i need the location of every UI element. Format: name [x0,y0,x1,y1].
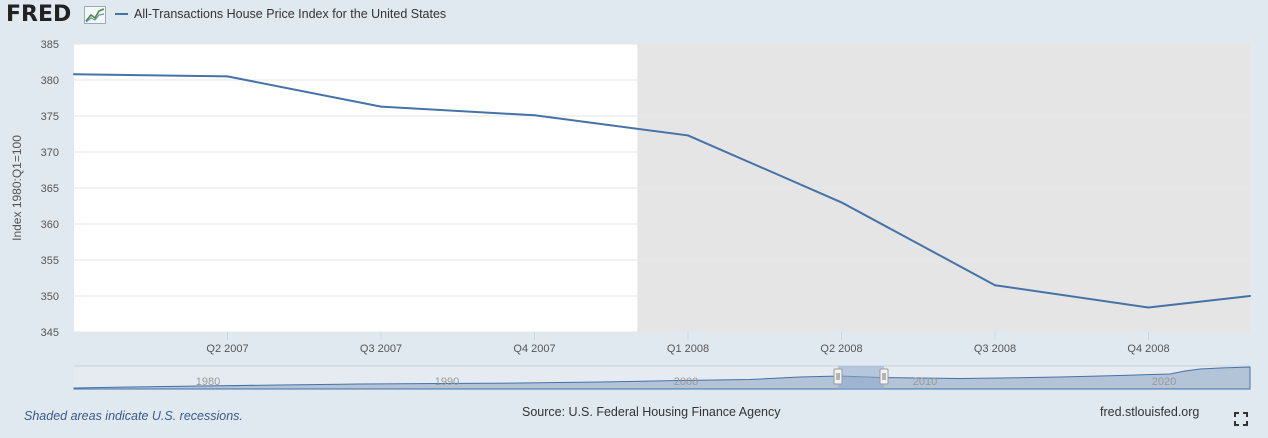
y-tick-label: 360 [41,219,59,231]
navigator-year-label: 2020 [1152,376,1176,388]
legend-swatch [115,13,128,15]
navigator-year-label: 2010 [913,376,937,388]
recession-note: Shaded areas indicate U.S. recessions. [24,409,243,423]
y-axis-label: Index 1980:Q1=100 [10,135,24,241]
navigator[interactable]: 1980 1990 2000 2010 2020 [73,365,1251,390]
series-points [73,73,1251,309]
x-tick-label: Q4 2008 [1127,343,1169,355]
y-tick-label: 355 [41,255,59,267]
data-point [687,134,689,137]
legend-label: All-Transactions House Price Index for t… [134,7,447,21]
y-tick-label: 375 [41,111,59,123]
x-tick-label: Q3 2007 [360,343,402,355]
x-tick-label: Q4 2007 [513,343,555,355]
fred-logo[interactable]: FRED [6,2,72,27]
data-point [226,75,229,78]
y-tick-label: 370 [41,147,59,159]
data-point [380,105,382,108]
y-tick-label: 385 [41,39,59,51]
site-link[interactable]: fred.stlouisfed.org [1100,405,1200,419]
x-tick-label: Q2 2007 [206,343,248,355]
y-tick-label: 380 [41,75,59,87]
data-point [994,284,996,287]
x-tick-label: Q1 2008 [667,343,709,355]
navigator-year-label: 2000 [674,376,698,388]
navigator-year-label: 1990 [435,376,459,388]
y-tick-label: 350 [41,291,59,303]
data-point [73,73,75,76]
x-tick-label: Q3 2008 [974,343,1016,355]
gridlines [74,43,1250,333]
fullscreen-icon[interactable] [1234,412,1248,426]
chart-header: FRED All-Transactions House Price Index … [0,0,1268,34]
chart: 345 350 355 360 365 370 375 380 385 Q2 2007 Q3 20… [10,39,1251,390]
navigator-labels: 1980 1990 2000 2010 2020 [196,376,1176,388]
data-point [533,114,536,117]
source-text: Source: U.S. Federal Housing Finance Age… [522,405,781,419]
y-axis-ticks: 345 350 355 360 365 370 375 380 385 [41,39,59,339]
data-point [1147,306,1150,309]
x-axis-ticks: Q2 2007 Q3 2007 Q4 2007 Q1 2008 Q2 2008 Q3 20… [206,332,1170,355]
fred-logo-graph-icon [84,6,106,24]
legend[interactable]: All-Transactions House Price Index for t… [115,7,446,21]
navigator-right-handle[interactable] [879,368,889,385]
y-tick-label: 365 [41,183,59,195]
x-tick-label: Q2 2008 [820,343,862,355]
navigator-area [73,366,1251,390]
data-point [840,201,843,204]
data-point [1249,295,1251,297]
y-tick-label: 345 [41,327,59,339]
navigator-left-handle[interactable] [833,368,843,385]
navigator-year-label: 1980 [196,376,220,388]
navigator-selected-range[interactable] [838,366,884,389]
